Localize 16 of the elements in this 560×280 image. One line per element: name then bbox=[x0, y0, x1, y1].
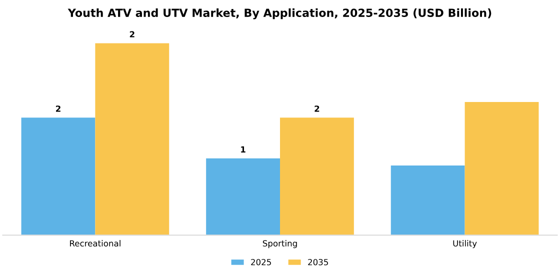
x-tick-label: Utility bbox=[453, 240, 477, 248]
bar bbox=[95, 43, 170, 236]
bar bbox=[21, 118, 96, 236]
bar bbox=[206, 158, 280, 236]
legend-label: 2035 bbox=[308, 258, 328, 266]
chart-title: Youth ATV and UTV Market, By Application, 2025-2035 (USD Billion) bbox=[68, 8, 492, 20]
data-label: 2 bbox=[56, 106, 60, 112]
x-tick-label: Recreational bbox=[70, 240, 120, 247]
data-label: 1 bbox=[241, 146, 246, 152]
data-label: 2 bbox=[314, 106, 320, 112]
legend-label: 2025 bbox=[251, 258, 271, 266]
bar bbox=[390, 165, 465, 236]
data-label: 2 bbox=[130, 31, 134, 38]
bar bbox=[280, 118, 354, 236]
bar bbox=[464, 102, 539, 236]
x-tick-label: Sporting bbox=[262, 240, 297, 248]
